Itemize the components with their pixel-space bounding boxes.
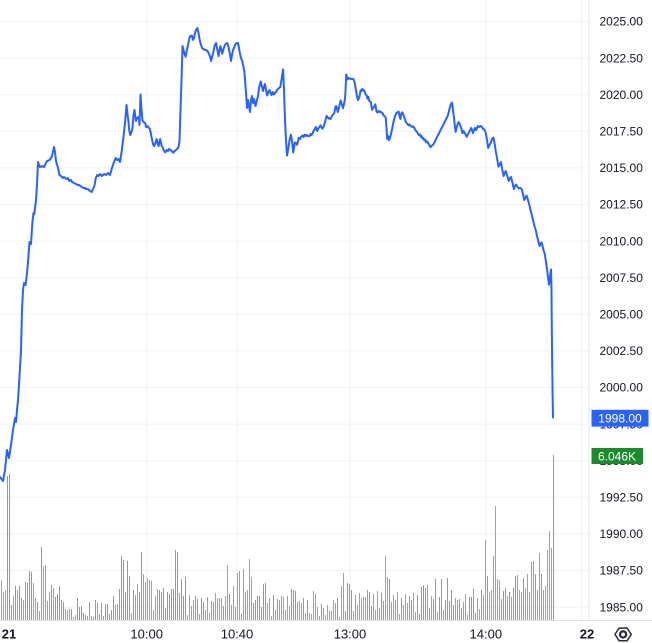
svg-text:1998.00: 1998.00 (598, 412, 642, 426)
svg-text:2002.50: 2002.50 (600, 344, 644, 358)
svg-text:2005.00: 2005.00 (600, 308, 644, 322)
svg-text:1987.50: 1987.50 (600, 564, 644, 578)
svg-text:2015.00: 2015.00 (600, 161, 644, 175)
svg-text:10:00: 10:00 (130, 627, 163, 642)
svg-text:21: 21 (2, 627, 16, 642)
svg-text:2025.00: 2025.00 (600, 15, 644, 29)
svg-text:2010.00: 2010.00 (600, 234, 644, 248)
svg-text:2017.50: 2017.50 (600, 125, 644, 139)
svg-text:22: 22 (580, 627, 594, 642)
svg-text:13:00: 13:00 (334, 627, 367, 642)
svg-text:2022.50: 2022.50 (600, 51, 644, 65)
svg-text:2000.00: 2000.00 (600, 381, 644, 395)
svg-text:10:40: 10:40 (221, 627, 254, 642)
svg-text:6.046K: 6.046K (598, 450, 636, 464)
svg-text:1990.00: 1990.00 (600, 527, 644, 541)
svg-text:2020.00: 2020.00 (600, 88, 644, 102)
svg-text:2012.50: 2012.50 (600, 198, 644, 212)
svg-text:1992.50: 1992.50 (600, 491, 644, 505)
svg-text:2007.50: 2007.50 (600, 271, 644, 285)
svg-text:1985.00: 1985.00 (600, 600, 644, 614)
svg-text:14:00: 14:00 (470, 627, 503, 642)
